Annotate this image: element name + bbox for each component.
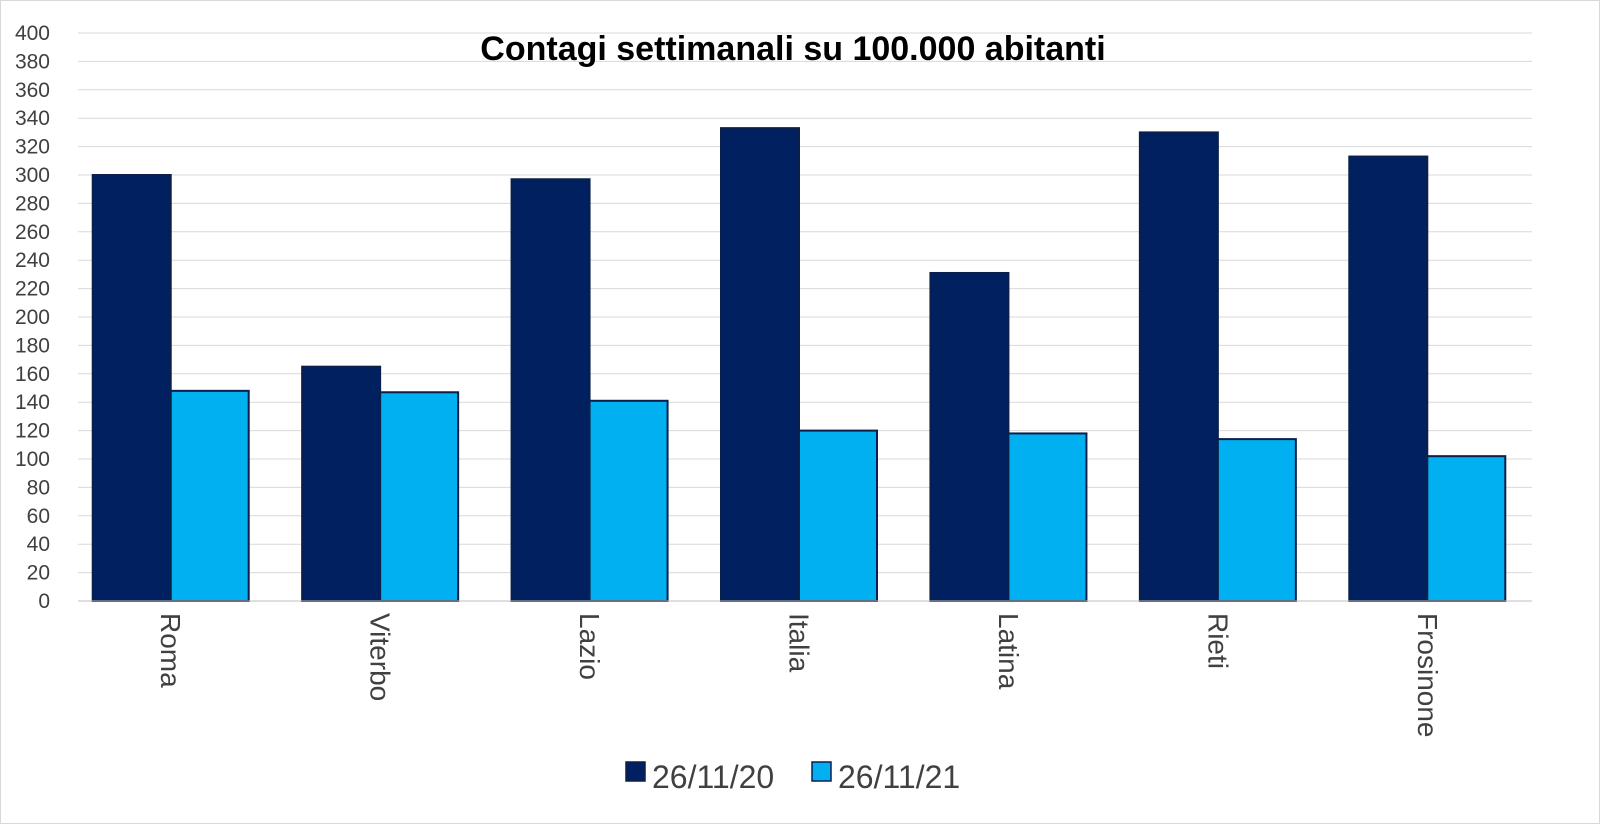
y-tick-label: 100: [15, 448, 50, 471]
y-tick-label: 380: [15, 50, 50, 73]
x-tick-label: Frosinone: [1412, 613, 1443, 738]
axes: 0 20 40 60 80 100 120 140 160 180 200 220 240 260 280 3…: [15, 22, 1532, 738]
x-tick-label: Lazio: [574, 613, 605, 680]
bar-rieti-series-1: [1138, 131, 1219, 602]
y-tick-label: 280: [15, 192, 50, 215]
y-tick-label: 340: [15, 107, 50, 130]
legend-label-series-1: 26/11/20: [652, 759, 774, 795]
chart-title: Contagi settimanali su 100.000 abitanti: [480, 30, 1105, 68]
x-tick-label: Roma: [155, 613, 186, 688]
legend-swatch-series-2: [811, 761, 832, 782]
bar-roma-series-2: [169, 389, 250, 602]
bar-latina-series-2: [1007, 432, 1088, 602]
y-tick-label: 180: [15, 334, 50, 357]
y-tick-label: 200: [15, 306, 50, 329]
y-tick-label: 120: [15, 420, 50, 443]
y-tick-label: 220: [15, 278, 50, 301]
bar-latina-series-1: [929, 271, 1010, 602]
x-tick-label: Latina: [993, 613, 1024, 690]
x-tick-label: Rieti: [1202, 613, 1233, 669]
y-tick-label: 0: [38, 590, 50, 613]
bar-italia-series-1: [720, 127, 800, 602]
x-tick-label: Viterbo: [365, 613, 396, 701]
bar-viterbo-series-1: [301, 365, 382, 603]
y-tick-label: 20: [27, 562, 50, 585]
bar-viterbo-series-2: [379, 391, 460, 603]
legend: 26/11/20 26/11/21: [625, 759, 960, 795]
y-tick-label: 80: [27, 476, 50, 499]
y-tick-label: 260: [15, 221, 50, 244]
y-tick-label: 160: [15, 363, 50, 386]
legend-swatch-series-1: [625, 761, 646, 782]
bar-frosinone-series-1: [1348, 155, 1429, 602]
bar-italia-series-2: [798, 429, 878, 602]
y-tick-label: 300: [15, 164, 50, 187]
bar-lazio-series-1: [510, 178, 591, 602]
legend-label-series-2: 26/11/21: [838, 759, 960, 795]
y-tick-label: 140: [15, 391, 50, 414]
y-tick-label: 360: [15, 79, 50, 102]
bar-lazio-series-2: [588, 399, 669, 602]
y-tick-label: 240: [15, 249, 50, 272]
y-tick-label: 40: [27, 533, 50, 556]
y-tick-label: 400: [15, 22, 50, 45]
y-tick-label: 60: [27, 505, 50, 528]
bar-rieti-series-2: [1216, 438, 1297, 602]
x-tick-label: Italia: [784, 613, 815, 673]
bar-frosinone-series-2: [1426, 455, 1507, 602]
bars: [91, 127, 1507, 603]
bar-roma-series-1: [91, 174, 172, 602]
y-tick-label: 320: [15, 136, 50, 159]
